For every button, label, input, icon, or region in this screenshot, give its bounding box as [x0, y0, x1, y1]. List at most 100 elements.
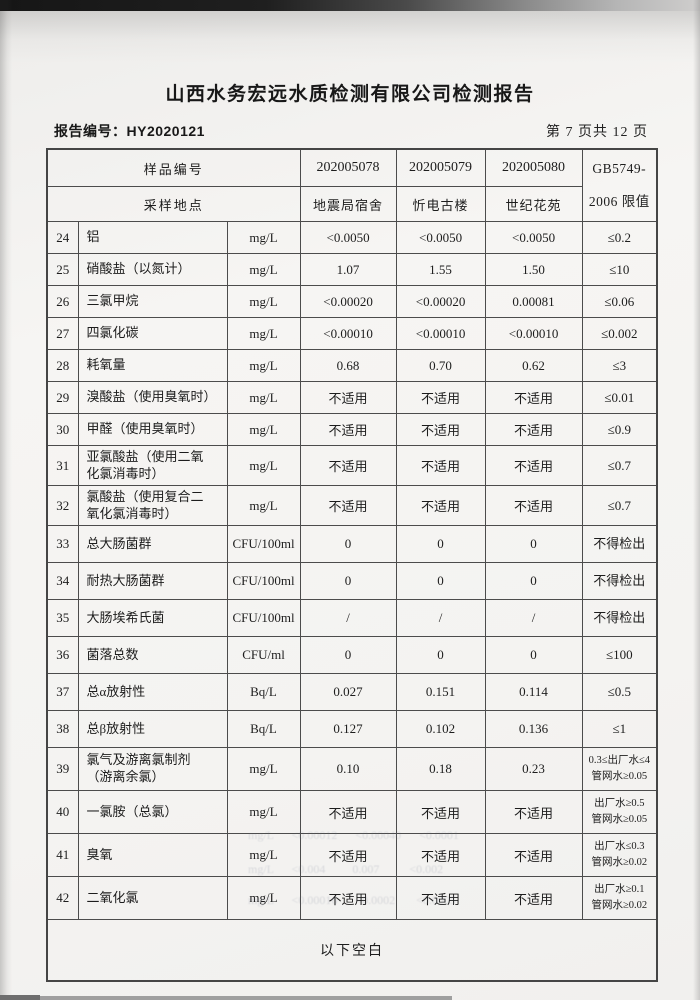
blank-row: 以下空白: [46, 919, 658, 982]
table-row: 31 亚氯酸盐（使用二氧 化氯消毒时） mg/L 不适用 不适用 不适用 ≤0.…: [46, 445, 658, 486]
unit-cell: mg/L: [226, 747, 301, 791]
unit-cell: mg/L: [226, 445, 301, 486]
unit-cell: Bq/L: [226, 673, 301, 711]
table-row: 27 四氯化碳 mg/L <0.00010 <0.00010 <0.00010 …: [46, 317, 658, 350]
sample2-value-cell: 0: [395, 636, 486, 674]
parameter-name-cell: 耗氧量: [77, 349, 228, 382]
parameter-name-cell: 臭氧: [77, 833, 228, 877]
unit-cell: mg/L: [226, 221, 301, 254]
sample1-value-cell: 不适用: [299, 445, 397, 486]
scan-shadow-right: [693, 0, 700, 1000]
sample1-value-cell: 0.127: [299, 710, 397, 748]
sample1-value-cell: 不适用: [299, 485, 397, 526]
table-row: 35 大肠埃希氏菌 CFU/100ml / / / 不得检出: [46, 599, 658, 637]
limit-value-cell: ≤0.5: [581, 673, 658, 711]
limit-value-cell: 出厂水≥0.1 管网水≥0.02: [581, 876, 658, 920]
limit-value-cell: ≤0.06: [581, 285, 658, 318]
table-body: 24 铝 mg/L <0.0050 <0.0050 <0.0050 ≤0.2 2…: [46, 221, 658, 920]
table-row: 26 三氯甲烷 mg/L <0.00020 <0.00020 0.00081 ≤…: [46, 285, 658, 318]
unit-cell: CFU/100ml: [226, 525, 301, 563]
parameter-name-cell: 总大肠菌群: [77, 525, 228, 563]
location-1: 地震局宿舍: [299, 186, 397, 222]
sample1-value-cell: <0.00020: [299, 285, 397, 318]
table-row: 25 硝酸盐（以氮计） mg/L 1.07 1.55 1.50 ≤10: [46, 253, 658, 286]
report-number-label: 报告编号：: [54, 123, 127, 139]
table-row: 42 二氧化氯 mg/L 不适用 不适用 不适用 出厂水≥0.1 管网水≥0.0…: [46, 876, 658, 920]
sample1-value-cell: 0.10: [299, 747, 397, 791]
row-number-cell: 28: [46, 349, 79, 382]
limit-standard-header: GB5749- 2006 限值: [581, 148, 658, 222]
table-row: 28 耗氧量 mg/L 0.68 0.70 0.62 ≤3: [46, 349, 658, 382]
sample2-value-cell: /: [395, 599, 486, 637]
row-number-cell: 37: [46, 673, 79, 711]
sample2-value-cell: 0.102: [395, 710, 486, 748]
unit-cell: mg/L: [226, 413, 301, 446]
page-indicator: 第 7 页共 12 页: [546, 125, 648, 140]
sample3-value-cell: <0.0050: [484, 221, 583, 254]
unit-cell: CFU/100ml: [226, 599, 301, 637]
sample3-value-cell: 不适用: [484, 381, 583, 414]
sample-id-2: 202005079: [395, 148, 486, 187]
unit-cell: mg/L: [226, 285, 301, 318]
parameter-name-cell: 总α放射性: [77, 673, 228, 711]
sample3-value-cell: 0: [484, 525, 583, 563]
unit-cell: mg/L: [226, 485, 301, 526]
header-row-sample-id: 样品编号 202005078 202005079 202005080 GB574…: [46, 148, 658, 222]
report-number-value: HY2020121: [126, 123, 205, 139]
limit-value-cell: ≤0.7: [581, 485, 658, 526]
limit-value-cell: ≤0.2: [581, 221, 658, 254]
sample2-value-cell: 0.151: [395, 673, 486, 711]
row-number-cell: 24: [46, 221, 79, 254]
blank-note: 以下空白: [46, 919, 658, 982]
sample3-value-cell: 不适用: [484, 833, 583, 877]
table-row: 38 总β放射性 Bq/L 0.127 0.102 0.136 ≤1: [46, 710, 658, 748]
table-row: 30 甲醛（使用臭氧时） mg/L 不适用 不适用 不适用 ≤0.9: [46, 413, 658, 446]
unit-cell: Bq/L: [226, 710, 301, 748]
report-number: 报告编号：HY2020121: [54, 121, 205, 141]
table-header: 样品编号 202005078 202005079 202005080 GB574…: [46, 148, 658, 222]
scan-edge-top: [0, 0, 700, 11]
scan-edge-bottom-corner: [0, 995, 40, 1000]
sample2-value-cell: 不适用: [395, 790, 486, 834]
sample3-value-cell: 不适用: [484, 790, 583, 834]
sample3-value-cell: 0: [484, 562, 583, 600]
table-row: 37 总α放射性 Bq/L 0.027 0.151 0.114 ≤0.5: [46, 673, 658, 711]
sample1-value-cell: 不适用: [299, 381, 397, 414]
parameter-name-cell: 溴酸盐（使用臭氧时）: [77, 381, 228, 414]
limit-value-cell: ≤100: [581, 636, 658, 674]
table-row: 41 臭氧 mg/L 不适用 不适用 不适用 出厂水≤0.3 管网水≥0.02: [46, 833, 658, 877]
sample2-value-cell: <0.0050: [395, 221, 486, 254]
row-number-cell: 35: [46, 599, 79, 637]
parameter-name-cell: 亚氯酸盐（使用二氧 化氯消毒时）: [77, 445, 228, 486]
sample2-value-cell: 0: [395, 525, 486, 563]
limit-value-cell: ≤0.002: [581, 317, 658, 350]
parameter-name-cell: 四氯化碳: [77, 317, 228, 350]
limit-value-cell: ≤0.9: [581, 413, 658, 446]
sample1-value-cell: /: [299, 599, 397, 637]
row-number-cell: 31: [46, 445, 79, 486]
sample2-value-cell: <0.00010: [395, 317, 486, 350]
row-number-cell: 30: [46, 413, 79, 446]
row-number-cell: 42: [46, 876, 79, 920]
sample3-value-cell: 0.62: [484, 349, 583, 382]
sample1-value-cell: 0.027: [299, 673, 397, 711]
parameter-name-cell: 氯酸盐（使用复合二 氧化氯消毒时）: [77, 485, 228, 526]
sample1-value-cell: 0: [299, 562, 397, 600]
sample3-value-cell: 不适用: [484, 413, 583, 446]
row-number-cell: 27: [46, 317, 79, 350]
parameter-name-cell: 总β放射性: [77, 710, 228, 748]
sample-id-3: 202005080: [484, 148, 583, 187]
unit-cell: mg/L: [226, 876, 301, 920]
row-number-cell: 39: [46, 747, 79, 791]
row-number-cell: 34: [46, 562, 79, 600]
parameter-name-cell: 耐热大肠菌群: [77, 562, 228, 600]
row-number-cell: 26: [46, 285, 79, 318]
sample1-value-cell: 0: [299, 636, 397, 674]
page-title: 山西水务宏远水质检测有限公司检测报告: [165, 84, 535, 105]
parameter-name-cell: 氯气及游离氯制剂 （游离余氯）: [77, 747, 228, 791]
unit-cell: CFU/ml: [226, 636, 301, 674]
limit-value-cell: 不得检出: [581, 525, 658, 563]
sample1-value-cell: <0.00010: [299, 317, 397, 350]
unit-cell: mg/L: [226, 253, 301, 286]
